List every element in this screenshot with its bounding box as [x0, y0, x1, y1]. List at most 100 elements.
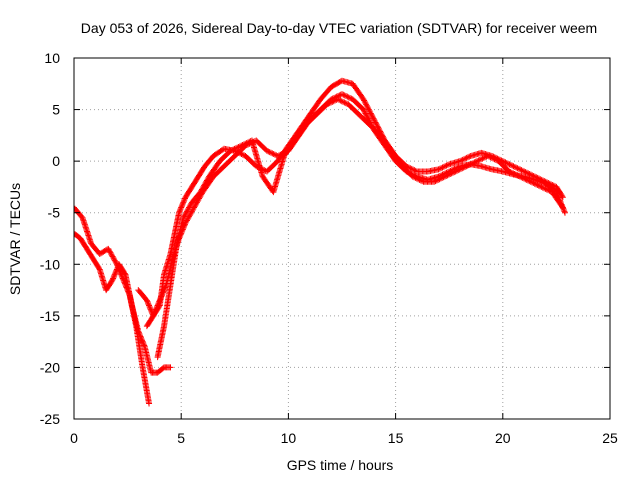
data-point [154, 302, 161, 309]
data-point [445, 171, 452, 178]
data-point [159, 289, 166, 296]
data-point [484, 152, 491, 159]
data-point [140, 341, 147, 348]
data-point [155, 299, 162, 306]
data-point [139, 338, 146, 345]
data-point [136, 330, 143, 337]
data-point [511, 171, 518, 178]
data-point [180, 214, 187, 221]
data-point [156, 298, 163, 305]
data-point [230, 146, 237, 153]
x-axis-label: GPS time / hours [287, 457, 394, 473]
data-point [363, 111, 370, 118]
data-point [155, 301, 162, 308]
data-point [517, 166, 524, 173]
data-point [143, 297, 150, 304]
data-point [361, 109, 368, 116]
data-point [543, 186, 550, 193]
data-point [151, 308, 158, 315]
data-point [521, 168, 528, 175]
data-point [367, 110, 374, 117]
y-tick-label: -20 [40, 359, 60, 375]
data-point [180, 199, 187, 206]
data-point [531, 180, 538, 187]
data-point [460, 156, 467, 163]
data-point [488, 154, 495, 161]
data-point [330, 98, 337, 105]
data-point [178, 204, 185, 211]
data-point [201, 182, 208, 189]
data-point [199, 185, 206, 192]
data-point [466, 162, 473, 169]
data-point [529, 179, 536, 186]
data-point [244, 139, 251, 146]
data-point [325, 100, 332, 107]
data-point [507, 169, 514, 176]
data-layer [74, 77, 568, 407]
data-point [510, 170, 517, 177]
data-point [156, 297, 163, 304]
data-point [157, 294, 164, 301]
data-point [106, 247, 113, 254]
data-point [138, 336, 145, 343]
data-point [158, 293, 165, 300]
data-point [332, 97, 339, 104]
data-point [186, 203, 193, 210]
x-tick-label: 20 [495, 430, 511, 446]
y-tick-label: 5 [52, 102, 60, 118]
data-point [121, 270, 128, 277]
data-point [236, 143, 243, 150]
data-point [111, 271, 118, 278]
y-tick-label: -15 [40, 308, 60, 324]
data-point [447, 171, 454, 178]
data-point [468, 160, 475, 167]
data-point [519, 167, 526, 174]
data-point [144, 299, 151, 306]
data-point [410, 166, 417, 173]
data-point [144, 298, 151, 305]
data-point [183, 208, 190, 215]
data-point [159, 290, 166, 297]
data-point [441, 173, 448, 180]
data-point [456, 166, 463, 173]
data-point [266, 149, 273, 156]
x-tick-label: 5 [177, 430, 185, 446]
data-point [153, 305, 160, 312]
data-point [371, 116, 378, 123]
data-point [343, 93, 350, 100]
data-point [161, 287, 168, 294]
data-point [361, 107, 368, 114]
data-point [510, 163, 517, 170]
data-point [139, 337, 146, 344]
data-point [539, 184, 546, 191]
data-point [177, 205, 184, 212]
data-point [486, 153, 493, 160]
data-point [411, 167, 418, 174]
data-point [178, 203, 185, 210]
data-point [345, 94, 352, 101]
data-point [538, 183, 545, 190]
data-point [369, 113, 376, 120]
data-point [140, 339, 147, 346]
data-point [459, 165, 466, 172]
data-point [110, 275, 117, 282]
data-point [113, 266, 120, 273]
data-point [362, 100, 369, 107]
data-point [366, 107, 373, 114]
data-point [107, 249, 114, 256]
data-point [111, 257, 118, 264]
data-point [265, 148, 272, 155]
data-point [145, 301, 152, 308]
data-point [506, 168, 513, 175]
data-point [239, 142, 246, 149]
data-point [154, 303, 161, 310]
tick-labels: 0 5 10 15 20 25 10 5 0 -5 -10 -15 -20 -25 [40, 50, 618, 446]
data-point [559, 203, 566, 210]
data-point [276, 152, 283, 159]
data-point [530, 180, 537, 187]
data-point [508, 169, 515, 176]
data-point [363, 113, 370, 120]
data-point [240, 141, 247, 148]
data-point [342, 100, 349, 107]
data-point [110, 274, 117, 281]
